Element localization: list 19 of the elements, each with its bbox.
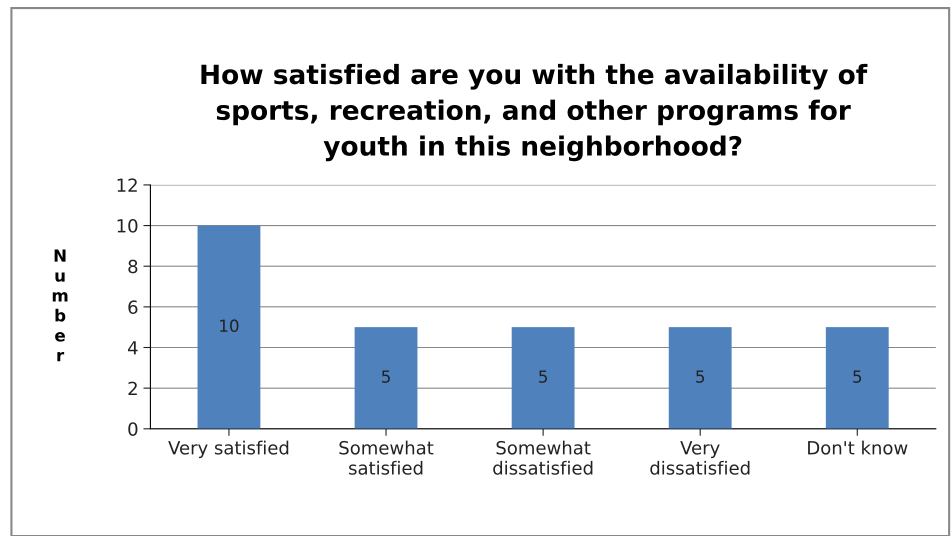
x-tick-label: Somewhat satisfied: [339, 440, 434, 475]
data-label: 10: [220, 319, 238, 332]
y-tick-label: 4: [128, 341, 138, 354]
x-tick-label: Very satisfied: [168, 440, 288, 458]
y-tick-label: 8: [128, 260, 138, 274]
y-tick-label: 10: [118, 219, 138, 233]
x-tick-label: Somewhat dissatisfied: [493, 440, 592, 475]
data-label: 5: [382, 370, 390, 383]
data-label: 5: [853, 370, 862, 383]
x-tick-label: Don't know: [808, 440, 908, 455]
y-tick-label: 12: [118, 178, 137, 192]
chart-title: How satisfied are you with the availability of sports, recreation, and other programs for youth in this neighborhood?: [201, 64, 868, 162]
y-axis-title: Number: [52, 249, 68, 362]
y-tick-label: 6: [128, 300, 138, 314]
data-label: 5: [696, 370, 704, 383]
data-label: 5: [539, 370, 547, 383]
y-tick-label: 2: [128, 382, 137, 396]
y-tick-label: 0: [128, 422, 138, 436]
x-tick-label: Very dissatisfied: [650, 441, 750, 475]
